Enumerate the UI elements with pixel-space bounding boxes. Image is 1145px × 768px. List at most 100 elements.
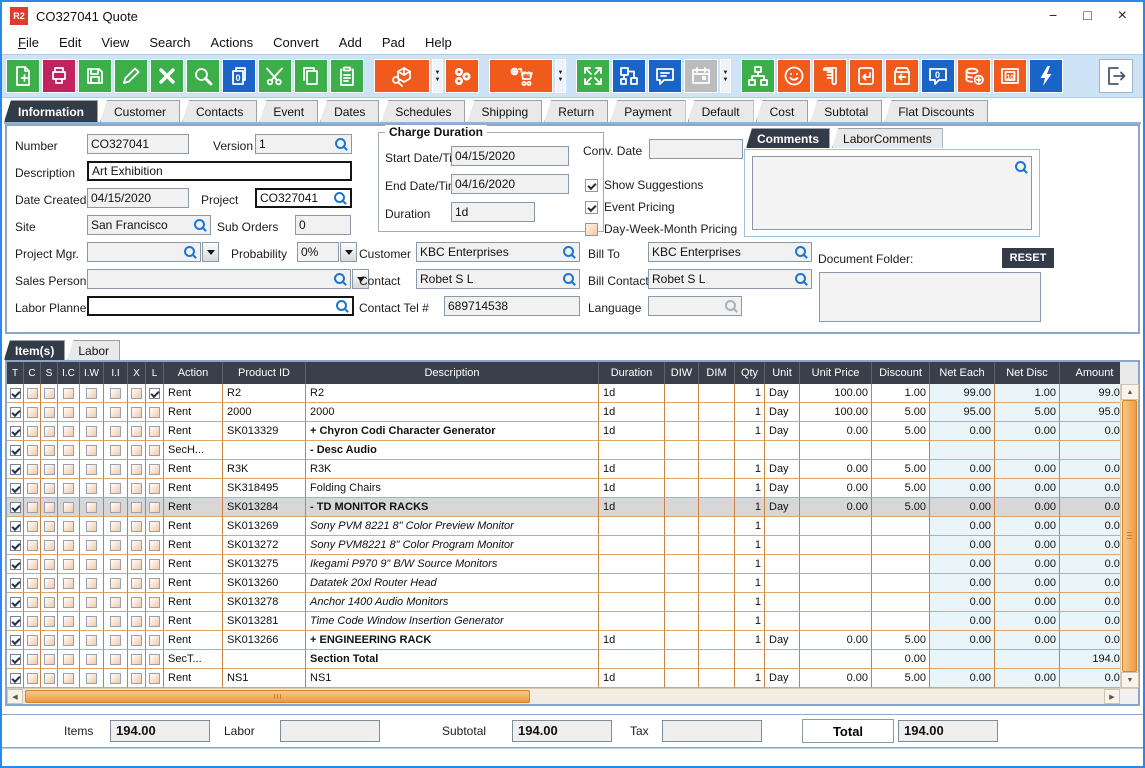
- item-row[interactable]: SecT... Section Total 0.00 194.00: [7, 650, 1120, 669]
- end-date-field[interactable]: 04/16/2020: [451, 174, 569, 194]
- column-header-discount[interactable]: Discount: [872, 362, 930, 384]
- check-cell-c[interactable]: [24, 669, 41, 688]
- duration-field[interactable]: 1d: [451, 202, 535, 222]
- check-cell-i-w[interactable]: [80, 555, 104, 574]
- cut-button[interactable]: [258, 59, 292, 93]
- menu-pad[interactable]: Pad: [381, 34, 405, 50]
- search-icon[interactable]: [335, 299, 349, 313]
- check-cell-i-i[interactable]: [104, 650, 128, 669]
- search-icon[interactable]: [794, 245, 808, 259]
- check-cell-s[interactable]: [41, 593, 58, 612]
- menu-help[interactable]: Help: [424, 34, 452, 50]
- copy-button[interactable]: [294, 59, 328, 93]
- check-cell-i-c[interactable]: [58, 498, 80, 517]
- add-purchase-order-button[interactable]: PO: [489, 59, 553, 93]
- check-cell-x[interactable]: [128, 612, 146, 631]
- tab-shipping[interactable]: Shipping: [467, 100, 543, 122]
- tab-contacts[interactable]: Contacts: [182, 100, 258, 122]
- check-cell-l[interactable]: [146, 536, 164, 555]
- check-cell-s[interactable]: [41, 555, 58, 574]
- check-cell-i-c[interactable]: [58, 536, 80, 555]
- search-icon[interactable]: [794, 272, 808, 286]
- check-cell-t[interactable]: [7, 536, 24, 555]
- check-cell-i-c[interactable]: [58, 631, 80, 650]
- project-field[interactable]: CO327041: [255, 188, 352, 208]
- calendar-dropdown[interactable]: ▼ ▼: [720, 59, 731, 93]
- check-cell-i-c[interactable]: [58, 650, 80, 669]
- check-cell-l[interactable]: [146, 669, 164, 688]
- check-cell-i-i[interactable]: [104, 517, 128, 536]
- check-cell-l[interactable]: [146, 460, 164, 479]
- check-cell-x[interactable]: [128, 498, 146, 517]
- check-cell-c[interactable]: [24, 574, 41, 593]
- tab-information[interactable]: Information: [4, 100, 98, 122]
- item-row[interactable]: Rent SK013278 Anchor 1400 Audio Monitors 1 0…: [7, 593, 1120, 612]
- version-field[interactable]: 1: [255, 134, 352, 154]
- column-header-qty[interactable]: Qty: [735, 362, 765, 384]
- edit-button[interactable]: [114, 59, 148, 93]
- check-cell-l[interactable]: [146, 612, 164, 631]
- check-cell-i-i[interactable]: [104, 593, 128, 612]
- tab-labor[interactable]: Labor: [67, 340, 121, 360]
- hierarchy-button[interactable]: [741, 59, 775, 93]
- conv-date-field[interactable]: [649, 139, 743, 159]
- check-cell-s[interactable]: [41, 574, 58, 593]
- check-cell-i-i[interactable]: [104, 441, 128, 460]
- check-cell-l[interactable]: [146, 384, 164, 403]
- check-cell-i-w[interactable]: [80, 536, 104, 555]
- check-cell-c[interactable]: [24, 384, 41, 403]
- copy-special-button[interactable]: 0: [222, 59, 256, 93]
- menu-view[interactable]: View: [101, 34, 130, 50]
- column-header-c[interactable]: C: [24, 362, 41, 384]
- check-cell-s[interactable]: [41, 498, 58, 517]
- menu-convert[interactable]: Convert: [273, 34, 319, 50]
- find-item-button[interactable]: [374, 59, 430, 93]
- check-cell-s[interactable]: [41, 441, 58, 460]
- sales-person-field[interactable]: [87, 269, 351, 289]
- item-row[interactable]: Rent 2000 2000 1d 1 Day 100.00 5.00 95.00 5.00 95.…: [7, 403, 1120, 422]
- print-button[interactable]: [42, 59, 76, 93]
- expand-button[interactable]: [576, 59, 610, 93]
- column-header-dim[interactable]: DIM: [699, 362, 735, 384]
- tab-payment[interactable]: Payment: [610, 100, 686, 122]
- column-header-product-id[interactable]: Product ID: [223, 362, 306, 384]
- check-cell-i-i[interactable]: [104, 612, 128, 631]
- close-button[interactable]: ×: [1117, 7, 1127, 24]
- check-cell-s[interactable]: [41, 612, 58, 631]
- tab-flat-discounts[interactable]: Flat Discounts: [884, 100, 989, 122]
- column-header-unit[interactable]: Unit: [765, 362, 800, 384]
- item-row[interactable]: Rent SK013272 Sony PVM8221 8" Color Progra…: [7, 536, 1120, 555]
- check-cell-x[interactable]: [128, 403, 146, 422]
- column-header-unit-price[interactable]: Unit Price: [800, 362, 872, 384]
- column-header-i-c[interactable]: I.C: [58, 362, 80, 384]
- checkbox-icon[interactable]: [585, 200, 598, 214]
- item-row[interactable]: Rent SK013329 + Chyron Codi Character Gene…: [7, 422, 1120, 441]
- check-cell-i-i[interactable]: [104, 479, 128, 498]
- check-cell-c[interactable]: [24, 536, 41, 555]
- check-cell-i-w[interactable]: [80, 422, 104, 441]
- check-cell-i-w[interactable]: [80, 441, 104, 460]
- check-cell-l[interactable]: [146, 631, 164, 650]
- check-cell-i-c[interactable]: [58, 422, 80, 441]
- save-button[interactable]: [78, 59, 112, 93]
- box-return-button[interactable]: [885, 59, 919, 93]
- check-cell-i-c[interactable]: [58, 555, 80, 574]
- check-cell-t[interactable]: [7, 574, 24, 593]
- check-cell-t[interactable]: [7, 650, 24, 669]
- check-cell-t[interactable]: [7, 517, 24, 536]
- start-date-field[interactable]: 04/15/2020: [451, 146, 569, 166]
- item-row[interactable]: Rent SK318495 Folding Chairs 1d 1 Day 0.00 5.00…: [7, 479, 1120, 498]
- check-cell-i-w[interactable]: [80, 403, 104, 422]
- search-icon[interactable]: [193, 218, 207, 232]
- check-cell-i-i[interactable]: [104, 498, 128, 517]
- document-folder-box[interactable]: [819, 272, 1041, 322]
- check-cell-s[interactable]: [41, 517, 58, 536]
- check-cell-c[interactable]: [24, 650, 41, 669]
- check-cell-t[interactable]: [7, 555, 24, 574]
- smiley-button[interactable]: [777, 59, 811, 93]
- tab-comments[interactable]: Comments: [746, 128, 831, 148]
- search-icon[interactable]: [183, 245, 197, 259]
- chat-zero-button[interactable]: 0: [921, 59, 955, 93]
- check-cell-c[interactable]: [24, 555, 41, 574]
